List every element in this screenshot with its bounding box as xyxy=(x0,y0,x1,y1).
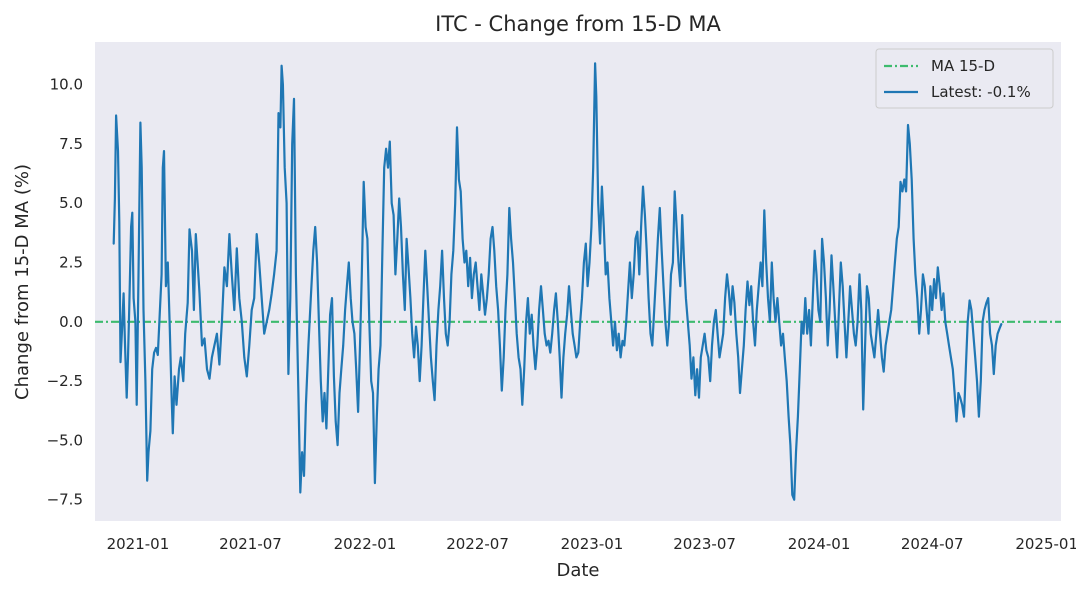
x-tick-label: 2022-07 xyxy=(446,535,509,553)
x-tick-label: 2024-07 xyxy=(901,535,964,553)
legend-label-ma: MA 15-D xyxy=(931,57,995,75)
y-tick-label: 0.0 xyxy=(59,313,83,331)
y-tick-label: −2.5 xyxy=(47,372,83,390)
y-tick-label: 2.5 xyxy=(59,254,83,272)
series-line-latest xyxy=(112,62,1003,501)
x-tick-label: 2023-01 xyxy=(561,535,624,553)
y-tick-label: −7.5 xyxy=(47,491,83,509)
legend-box xyxy=(875,48,1054,109)
x-tick-label: 2021-01 xyxy=(107,535,170,553)
y-axis-ticks: 10.0 7.5 5.0 2.5 0.0 −2.5 −5.0 −7.5 xyxy=(47,76,83,509)
series-layer xyxy=(112,62,1003,501)
x-tick-label: 2023-07 xyxy=(673,535,736,553)
x-tick-label: 2021-07 xyxy=(219,535,282,553)
x-axis-ticks: 2021-01 2021-07 2022-01 2022-07 2023-01 2023-… xyxy=(107,535,1076,553)
y-tick-label: 10.0 xyxy=(50,76,83,94)
chart-title: ITC - Change from 15-D MA xyxy=(435,12,721,36)
x-axis-title: Date xyxy=(556,560,599,581)
y-tick-label: −5.0 xyxy=(47,431,83,449)
y-axis-title: Change from 15-D MA (%) xyxy=(12,164,33,400)
x-tick-label: 2025-01 xyxy=(1015,535,1076,553)
x-tick-label: 2024-01 xyxy=(788,535,851,553)
y-tick-label: 7.5 xyxy=(59,135,83,153)
x-tick-label: 2022-01 xyxy=(334,535,397,553)
legend: MA 15-D Latest: -0.1% xyxy=(875,48,1054,109)
legend-label-latest: Latest: -0.1% xyxy=(931,83,1031,101)
y-tick-label: 5.0 xyxy=(59,194,83,212)
plot-area xyxy=(95,42,1061,521)
